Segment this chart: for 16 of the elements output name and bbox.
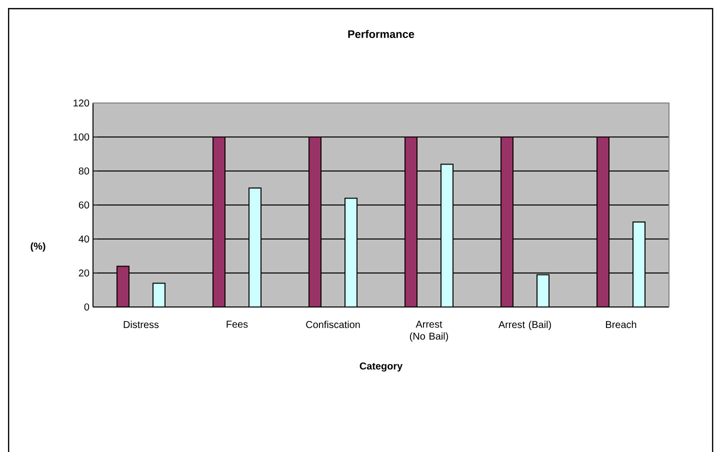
y-tick-label: 60 <box>78 201 90 209</box>
x-tick-label: Arrest (No Bail) <box>410 320 448 342</box>
x-tick-label: Fees <box>226 320 248 328</box>
y-tick-label: 80 <box>78 167 90 175</box>
x-tick-label: Distress <box>124 320 159 328</box>
x-tick-label: Confiscation <box>306 320 360 328</box>
y-tick-label: 20 <box>78 269 90 277</box>
y-tick-label: 0 <box>84 303 90 311</box>
y-tick-label: 120 <box>74 99 90 107</box>
chart-title: Performance <box>348 30 414 38</box>
y-axis-title: (%) <box>30 242 46 252</box>
x-tick-label: Breach <box>606 320 636 328</box>
x-axis-title: Category <box>360 362 403 372</box>
y-tick-label: 40 <box>78 235 90 243</box>
x-tick-label: Arrest (Bail) <box>498 320 551 330</box>
y-tick-label: 100 <box>74 133 90 141</box>
